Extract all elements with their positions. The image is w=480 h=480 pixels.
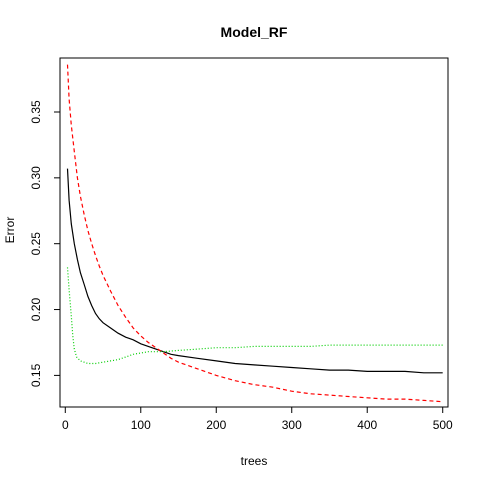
y-tick-label: 0.20 bbox=[29, 298, 43, 322]
plot-frame bbox=[59, 57, 449, 408]
y-axis: 0.15 0.20 0.25 0.30 0.35 bbox=[29, 100, 61, 387]
y-tick-label: 0.35 bbox=[29, 100, 43, 124]
x-tick-label: 200 bbox=[206, 418, 226, 432]
x-axis: 0 100 200 300 400 500 bbox=[62, 406, 453, 432]
x-tick-label: 400 bbox=[357, 418, 377, 432]
y-tick-label: 0.30 bbox=[29, 166, 43, 190]
x-tick-label: 300 bbox=[282, 418, 302, 432]
y-axis-label: Error bbox=[3, 217, 17, 244]
series-line-1 bbox=[66, 168, 443, 374]
y-tick-label: 0.25 bbox=[29, 232, 43, 256]
chart-title: Model_RF bbox=[221, 24, 288, 40]
x-tick-label: 500 bbox=[433, 418, 453, 432]
x-tick-label: 0 bbox=[62, 418, 69, 432]
x-tick-label: 100 bbox=[131, 418, 151, 432]
series-line-2 bbox=[66, 64, 443, 403]
y-tick-label: 0.15 bbox=[29, 363, 43, 387]
x-axis-label: trees bbox=[241, 454, 268, 468]
series-group bbox=[66, 64, 443, 403]
